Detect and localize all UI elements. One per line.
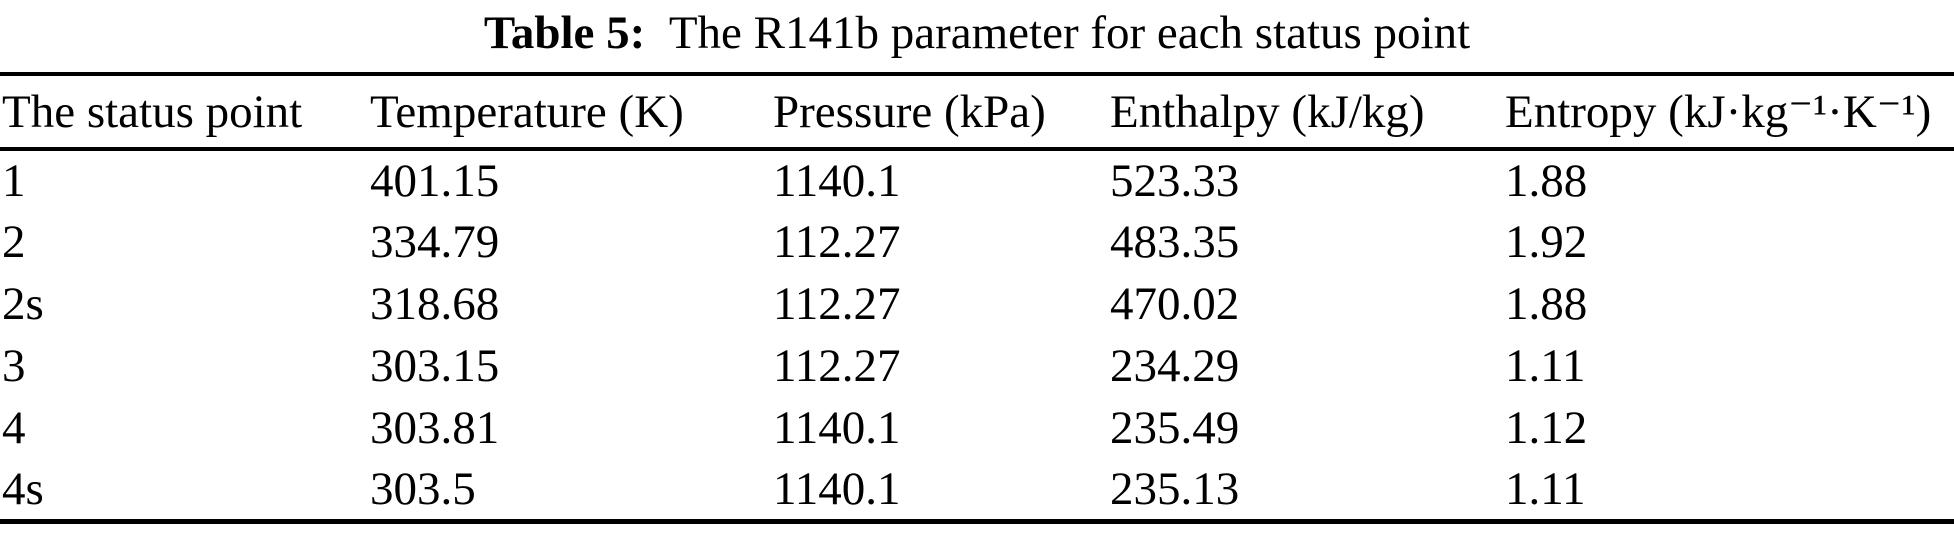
column-header-entropy: Entropy (kJ·kg⁻¹·K⁻¹) [1505,74,1954,151]
header-row: The status point Temperature (K) Pressur… [0,74,1954,151]
cell-temperature: 303.81 [370,402,500,454]
cell-status-point: 4 [2,402,26,454]
cell-status-point: 2 [2,216,26,268]
table-row-1: 1 401.15 1140.1 523.33 1.88 [0,149,1954,211]
cell-temperature: 334.79 [370,216,500,268]
cell-status-point: 2s [2,278,44,330]
cell-status-point: 4s [2,462,44,515]
cell-enthalpy: 483.35 [1110,216,1240,268]
cell-entropy: 1.92 [1505,216,1588,268]
cell-entropy: 1.88 [1505,155,1588,207]
table-row-2s: 2s 318.68 112.27 470.02 1.88 [0,273,1954,335]
table-caption: Table 5: The R141b parameter for each sta… [0,0,1954,72]
cell-pressure: 1140.1 [773,155,901,207]
cell-pressure: 112.27 [773,278,901,330]
cell-enthalpy: 235.13 [1110,462,1240,515]
parameter-table: The status point Temperature (K) Pressur… [0,72,1954,524]
cell-entropy: 1.11 [1505,462,1586,515]
cell-enthalpy: 235.49 [1110,402,1240,454]
cell-temperature: 303.5 [370,462,476,515]
cell-pressure: 112.27 [773,340,901,392]
table-caption-text: The R141b parameter for each status poin… [668,7,1471,59]
table-caption-number: Table 5: [483,7,646,59]
cell-pressure: 112.27 [773,216,901,268]
cell-enthalpy: 523.33 [1110,155,1240,207]
column-header-pressure: Pressure (kPa) [773,74,1110,151]
column-header-temperature: Temperature (K) [370,74,773,151]
table-row-4: 4 303.81 1140.1 235.49 1.12 [0,397,1954,459]
column-header-enthalpy: Enthalpy (kJ/kg) [1110,74,1505,151]
table-row-4s: 4s 303.5 1140.1 235.13 1.11 [0,459,1954,521]
cell-temperature: 318.68 [370,278,500,330]
cell-entropy: 1.12 [1505,402,1588,454]
cell-temperature: 401.15 [370,155,500,207]
cell-entropy: 1.11 [1505,340,1586,392]
cell-status-point: 1 [2,155,26,207]
cell-pressure: 1140.1 [773,462,901,515]
cell-enthalpy: 470.02 [1110,278,1240,330]
cell-temperature: 303.15 [370,340,500,392]
cell-entropy: 1.88 [1505,278,1588,330]
cell-pressure: 1140.1 [773,402,901,454]
table-row-2: 2 334.79 112.27 483.35 1.92 [0,211,1954,273]
table-row-3: 3 303.15 112.27 234.29 1.11 [0,335,1954,397]
column-header-status-point: The status point [0,74,370,151]
cell-status-point: 3 [2,340,26,392]
cell-enthalpy: 234.29 [1110,340,1240,392]
